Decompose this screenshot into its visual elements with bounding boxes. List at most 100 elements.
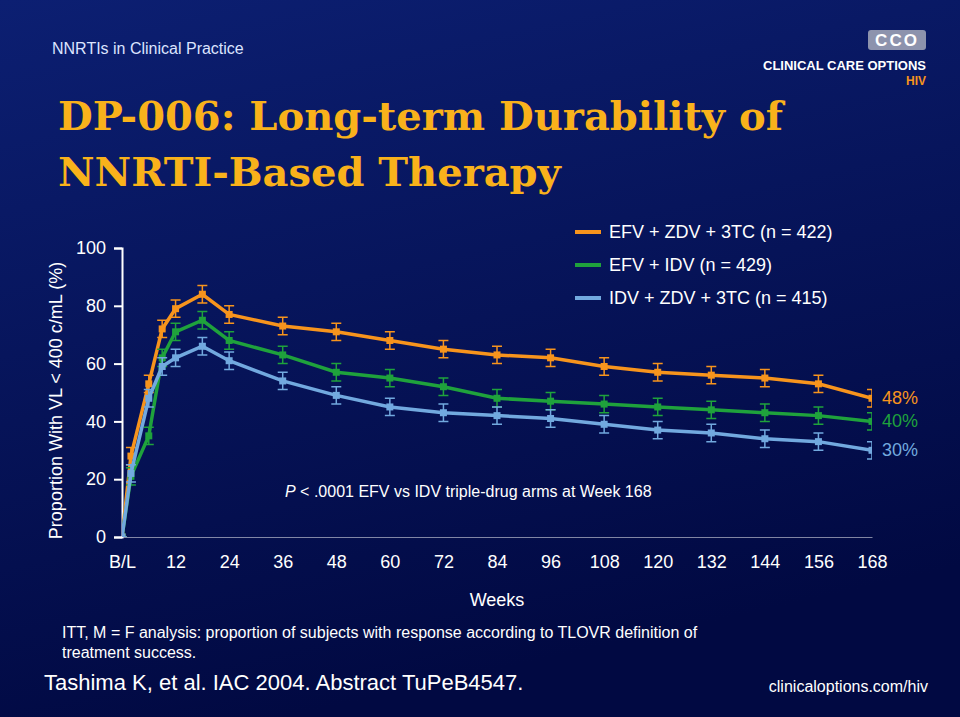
x-tick: 36 <box>273 537 293 572</box>
marker <box>601 421 608 428</box>
marker <box>494 351 501 358</box>
error-bar <box>197 338 207 355</box>
error-bar <box>224 352 234 369</box>
error-bar <box>171 300 181 317</box>
x-tick-label: 24 <box>220 552 240 572</box>
marker <box>199 291 206 298</box>
legend-swatch <box>575 296 601 300</box>
error-bar <box>760 430 770 447</box>
error-bar <box>331 323 341 340</box>
x-tick-label: 48 <box>327 552 347 572</box>
y-tick-label: 0 <box>96 527 106 547</box>
series <box>122 312 872 537</box>
x-axis-title: Weeks <box>470 590 525 610</box>
error-bar <box>867 413 872 430</box>
series <box>122 338 872 537</box>
marker <box>654 369 661 376</box>
marker <box>440 346 447 353</box>
y-tick: 0 <box>96 527 122 547</box>
x-axis-line <box>123 537 873 538</box>
marker <box>122 534 126 538</box>
marker <box>386 375 393 382</box>
marker <box>708 429 715 436</box>
x-tick: 84 <box>487 537 507 572</box>
y-tick-mark <box>114 537 122 539</box>
x-tick: 96 <box>541 537 561 572</box>
y-tick-mark <box>114 248 122 250</box>
error-bar <box>813 375 823 392</box>
error-bar <box>760 404 770 421</box>
marker <box>869 395 873 402</box>
error-bar <box>706 424 716 441</box>
marker <box>279 351 286 358</box>
marker <box>226 311 233 318</box>
error-bar <box>599 416 609 433</box>
y-tick-label: 60 <box>86 354 106 374</box>
marker <box>761 435 768 442</box>
x-tick: 132 <box>697 537 727 572</box>
marker <box>440 383 447 390</box>
error-bar <box>157 320 167 337</box>
marker <box>869 447 873 454</box>
x-tick: 48 <box>327 537 347 572</box>
marker <box>654 427 661 434</box>
data-label: 30% <box>882 440 918 460</box>
y-tick: 60 <box>86 354 122 374</box>
error-bar <box>706 366 716 383</box>
marker <box>333 392 340 399</box>
y-tick-mark <box>114 421 122 423</box>
y-tick-label: 80 <box>86 296 106 316</box>
error-bar <box>706 401 716 418</box>
logo-name: CLINICAL CARE OPTIONS <box>763 58 926 73</box>
x-tick-label: 84 <box>487 552 507 572</box>
x-tick-label: 96 <box>541 552 561 572</box>
marker <box>333 369 340 376</box>
y-tick-mark <box>114 479 122 481</box>
footnote: ITT, M = F analysis: proportion of subje… <box>62 624 698 661</box>
marker <box>708 372 715 379</box>
x-tick-label: 156 <box>804 552 834 572</box>
x-tick-label: B/L <box>109 552 136 572</box>
data-label: 40% <box>882 411 918 431</box>
marker <box>279 323 286 330</box>
x-tick-label: 36 <box>273 552 293 572</box>
x-tick: 24 <box>220 537 240 572</box>
marker <box>226 357 233 364</box>
series-line <box>122 346 872 537</box>
marker <box>494 395 501 402</box>
marker <box>547 415 554 422</box>
marker <box>869 418 873 425</box>
error-bar <box>385 332 395 349</box>
error-bar <box>385 369 395 386</box>
source: Tashima K, et al. IAC 2004. Abstract TuP… <box>44 670 523 695</box>
marker <box>226 337 233 344</box>
marker <box>145 380 152 387</box>
y-tick: 100 <box>76 238 122 258</box>
error-bar <box>546 410 556 427</box>
error-bar <box>331 387 341 404</box>
y-tick: 20 <box>86 469 122 489</box>
logo-box <box>868 30 926 50</box>
marker <box>601 401 608 408</box>
y-axis-line <box>114 249 123 538</box>
marker <box>159 325 166 332</box>
error-bar <box>653 421 663 438</box>
error-bar <box>438 378 448 395</box>
error-bar <box>760 369 770 386</box>
marker <box>172 305 179 312</box>
legend-label: EFV + IDV (n = 429) <box>609 255 772 275</box>
error-bar <box>813 433 823 450</box>
x-tick-label: 60 <box>380 552 400 572</box>
annotation: P < .0001 EFV vs IDV triple-drug arms at… <box>285 483 652 500</box>
marker <box>601 363 608 370</box>
x-tick-label: 108 <box>590 552 620 572</box>
x-tick-label: 168 <box>857 552 887 572</box>
y-tick-label: 100 <box>76 238 106 258</box>
error-bar <box>144 427 154 444</box>
marker <box>122 534 126 538</box>
x-tick: B/L <box>109 537 136 572</box>
error-bar <box>197 286 207 303</box>
marker <box>547 398 554 405</box>
marker <box>199 317 206 324</box>
marker <box>333 328 340 335</box>
